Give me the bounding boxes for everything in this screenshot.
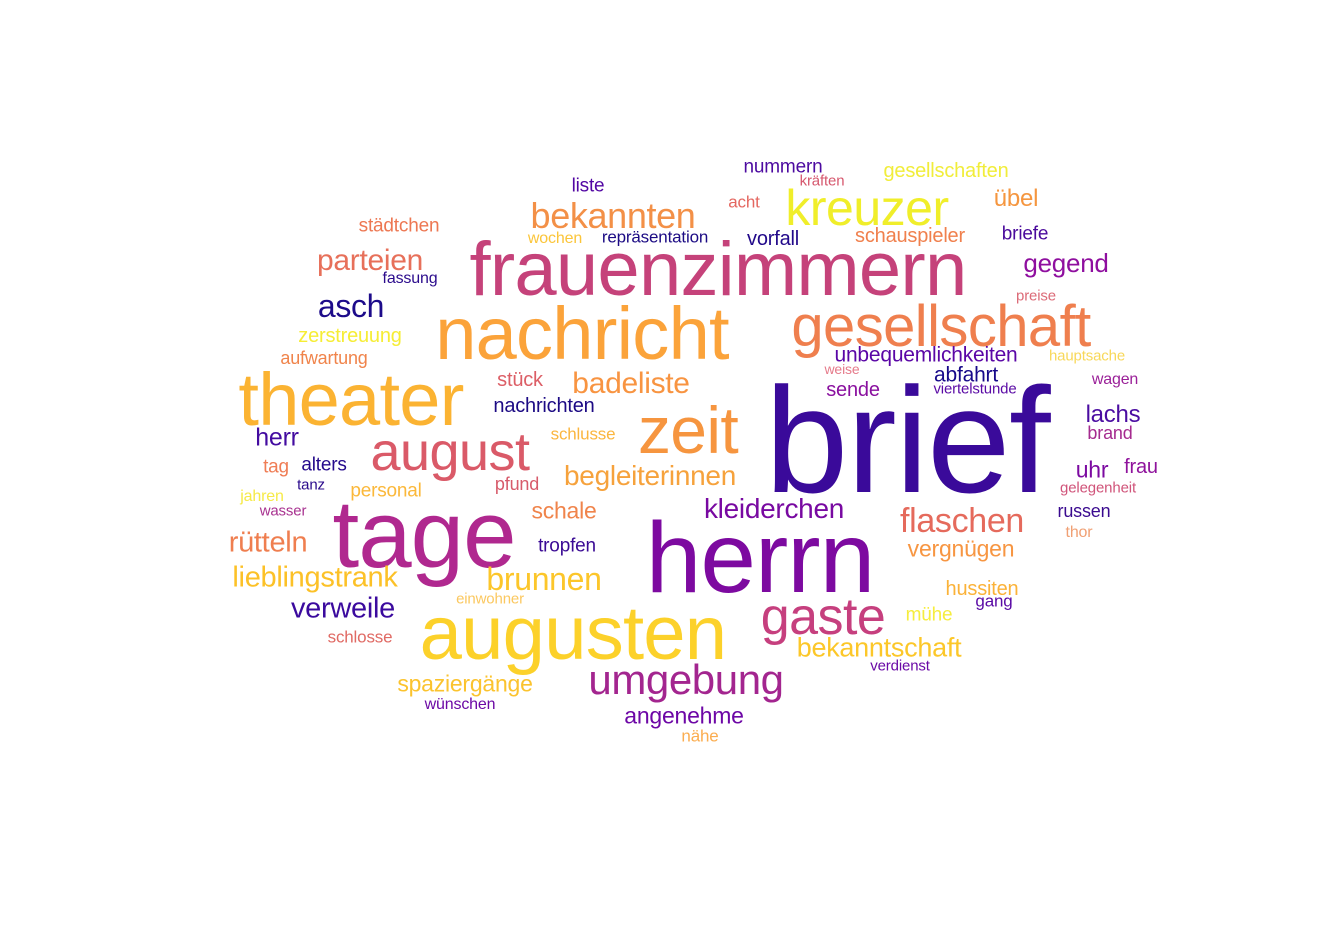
word-gesellschaft: gesellschaft — [791, 294, 1091, 359]
word-stadtchen: städtchen — [358, 215, 440, 237]
word-rutteln: rütteln — [228, 526, 308, 559]
word-gesellschaften: gesellschaften — [883, 160, 1009, 182]
word-theater: theater — [238, 358, 464, 441]
word-acht: acht — [728, 192, 760, 212]
word-hauptsache: hauptsache — [1048, 347, 1126, 365]
word-tage: tage — [332, 481, 516, 588]
word-brand: brand — [1087, 423, 1133, 443]
word-august: august — [370, 422, 530, 482]
word-gegend: gegend — [1023, 248, 1109, 278]
word-kreuzer: kreuzer — [785, 180, 949, 236]
word-russen: russen — [1057, 501, 1111, 521]
word-umgebung: umgebung — [588, 656, 784, 703]
word-kraften: kräften — [799, 172, 845, 190]
word-bekannten: bekannten — [530, 195, 696, 236]
word-schlusse: schlusse — [550, 424, 616, 444]
word-herr: herr — [255, 423, 299, 452]
word-pfund: pfund — [494, 474, 540, 494]
word-tanz: tanz — [297, 476, 325, 494]
word-vorfall: vorfall — [747, 228, 799, 250]
word-ubel: übel — [993, 185, 1039, 212]
word-vergnugen: vergnügen — [907, 535, 1015, 562]
word-nachricht: nachricht — [435, 292, 729, 375]
word-wasser: wasser — [259, 502, 307, 520]
word-briefe: briefe — [1001, 223, 1049, 245]
word-schauspieler: schauspieler — [855, 225, 965, 247]
word-schlosse: schlosse — [327, 627, 393, 647]
word-einwohner: einwohner — [456, 590, 524, 608]
word-liste: liste — [571, 175, 605, 197]
word-asch: asch — [317, 288, 385, 324]
word-gang: gang — [975, 591, 1013, 611]
word-fassung: fassung — [382, 270, 438, 287]
word-abfahrt: abfahrt — [934, 363, 998, 387]
word-personal: personal — [350, 480, 422, 502]
word-nummern: nummern — [743, 156, 823, 178]
word-brief: brief — [764, 356, 1051, 524]
word-gelegenheit: gelegenheit — [1060, 479, 1136, 497]
word-stuck: stück — [497, 369, 543, 391]
word-hussiten: hussiten — [945, 578, 1019, 600]
word-brunnen: brunnen — [486, 561, 602, 597]
word-zerstreuung: zerstreuung — [298, 325, 402, 347]
word-angenehme: angenehme — [624, 702, 744, 729]
word-zeit: zeit — [637, 393, 739, 467]
word-frau: frau — [1124, 456, 1158, 478]
word-spaziergange: spaziergänge — [397, 670, 533, 697]
word-gaste: gaste — [760, 588, 886, 646]
word-reprasentation: repräsentation — [601, 227, 709, 247]
word-schale: schale — [531, 497, 597, 524]
word-wunschen: wünschen — [424, 696, 496, 713]
word-preise: preise — [1016, 287, 1056, 305]
word-muhe: mühe — [905, 604, 953, 626]
word-flaschen: flaschen — [900, 502, 1024, 540]
word-viertelstunde: viertelstunde — [933, 380, 1017, 398]
word-alters: alters — [301, 454, 347, 476]
word-jahren: jahren — [240, 488, 284, 505]
word-verdienst: verdienst — [870, 657, 930, 675]
word-wochen: wochen — [527, 230, 583, 247]
word-badeliste: badeliste — [572, 367, 690, 400]
word-augusten: augusten — [419, 591, 727, 676]
word-thor: thor — [1065, 524, 1093, 541]
word-herrn: herrn — [645, 502, 875, 614]
word-lieblingstrank: lieblingstrank — [232, 561, 398, 594]
word-begleiterinnen: begleiterinnen — [564, 460, 736, 491]
word-uhr: uhr — [1075, 456, 1109, 483]
word-wagen: wagen — [1091, 371, 1139, 388]
word-lachs: lachs — [1085, 401, 1141, 428]
word-bekanntschaft: bekanntschaft — [796, 632, 962, 663]
word-kleiderchen: kleiderchen — [703, 493, 845, 524]
word-nahe: nähe — [681, 726, 719, 746]
word-weise: weise — [824, 361, 860, 377]
word-parteien: parteien — [316, 244, 424, 277]
word-unbequemlichkeiten: unbequemlichkeiten — [834, 343, 1018, 367]
word-nachrichten: nachrichten — [493, 395, 595, 417]
word-aufwartung: aufwartung — [280, 348, 368, 368]
word-tag: tag — [263, 456, 289, 478]
word-sende: sende — [826, 379, 880, 401]
word-frauenzimmern: frauenzimmern — [469, 227, 968, 312]
word-verweile: verweile — [290, 592, 396, 625]
word-tropfen: tropfen — [538, 535, 596, 557]
